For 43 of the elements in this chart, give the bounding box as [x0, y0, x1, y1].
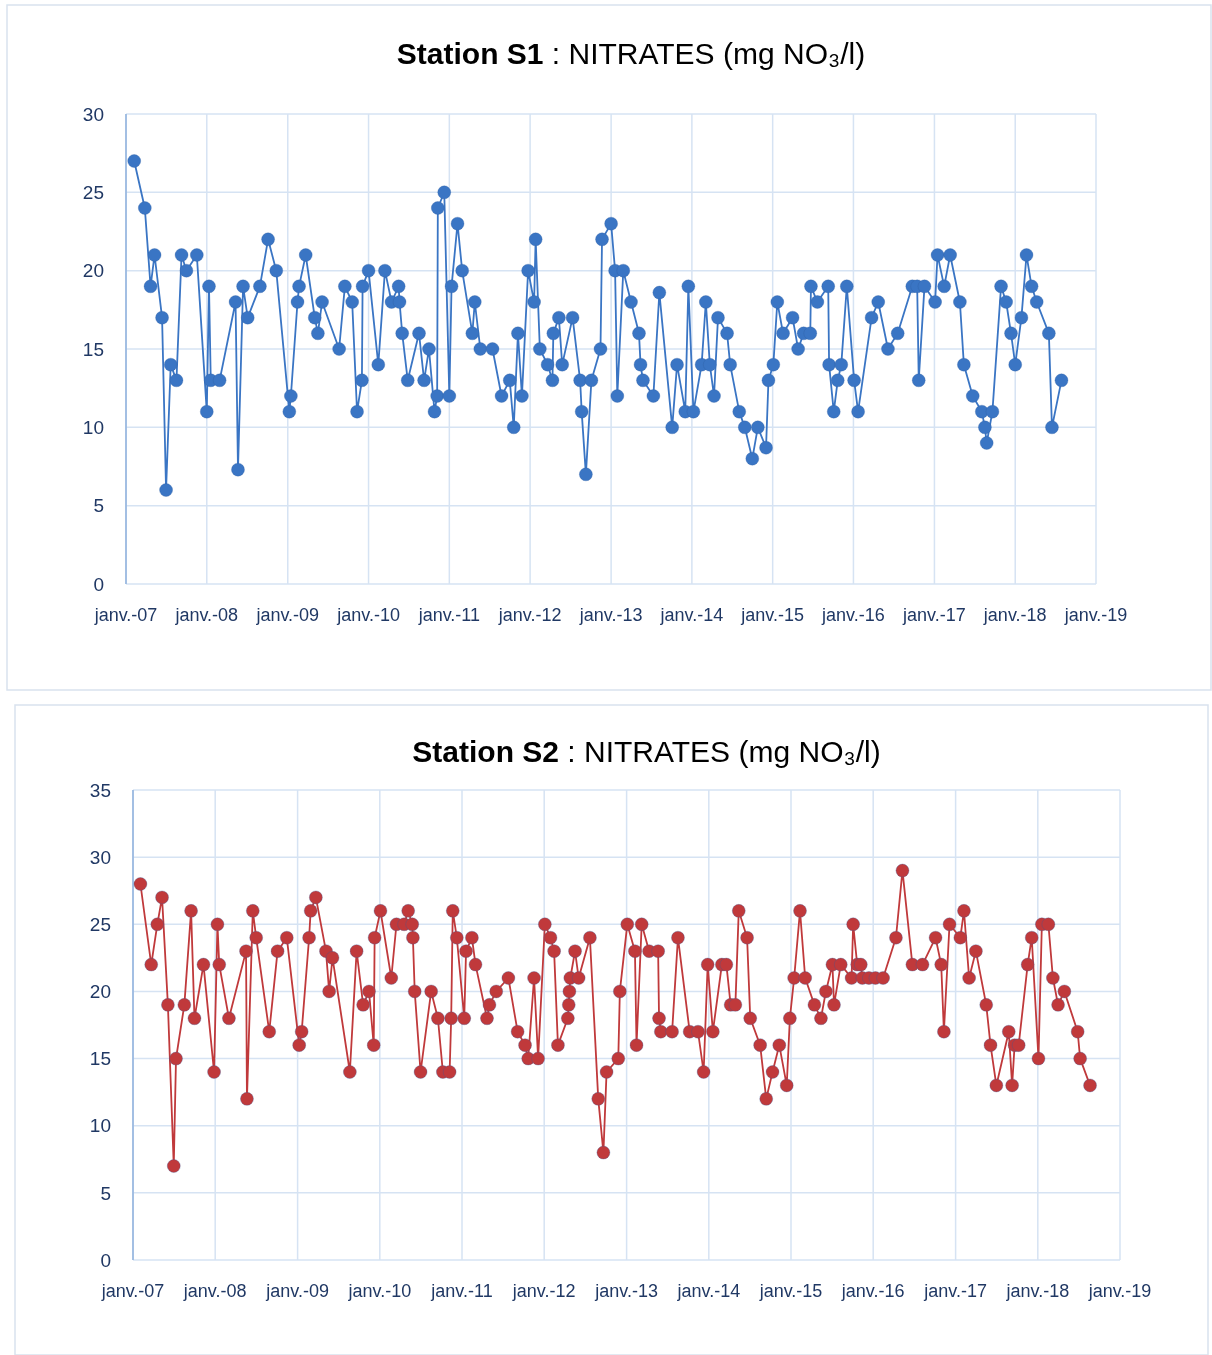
x-tick-label: janv.-12 [497, 605, 562, 625]
x-tick-label: janv.-19 [1087, 1281, 1152, 1301]
chart-title: Station S2 : NITRATES (mg NO₃/l) [412, 735, 881, 768]
x-tick-label: janv.-19 [1063, 605, 1128, 625]
x-tick-label: janv.-07 [93, 605, 158, 625]
x-tick-label: janv.-08 [174, 605, 239, 625]
y-tick-label: 20 [82, 260, 104, 282]
x-tick-label: janv.-07 [100, 1281, 165, 1301]
x-tick-label: janv.-18 [982, 605, 1047, 625]
y-tick-label: 20 [89, 981, 111, 1003]
x-tick-label: janv.-11 [417, 605, 481, 625]
x-tick-label: janv.-12 [511, 1281, 576, 1301]
y-tick-label: 25 [89, 913, 111, 935]
y-tick-label: 5 [93, 495, 104, 517]
x-tick-label: janv.-14 [676, 1281, 741, 1301]
x-tick-label: janv.-11 [430, 1281, 493, 1301]
x-tick-label: janv.-08 [182, 1281, 247, 1301]
x-tick-label: janv.-13 [594, 1281, 658, 1301]
y-tick-label: 30 [89, 846, 111, 868]
y-tick-label: 35 [89, 779, 111, 801]
y-tick-label: 15 [89, 1048, 111, 1070]
chart-title: Station S1 : NITRATES (mg NO₃/l) [396, 37, 866, 70]
x-tick-label: janv.-17 [923, 1281, 987, 1301]
x-tick-label: janv.-10 [336, 605, 400, 625]
y-tick-label: 10 [82, 416, 104, 438]
y-tick-label: 0 [100, 1249, 111, 1271]
x-tick-label: janv.-10 [347, 1281, 412, 1301]
y-tick-label: 0 [93, 573, 104, 595]
y-tick-label: 5 [100, 1182, 111, 1204]
x-tick-label: janv.-18 [1005, 1281, 1070, 1301]
x-tick-label: janv.-16 [840, 1281, 905, 1301]
y-tick-label: 10 [89, 1115, 111, 1137]
x-tick-label: janv.-09 [265, 1281, 329, 1301]
x-tick-label: janv.-15 [740, 605, 805, 625]
x-tick-label: janv.-09 [255, 605, 320, 625]
y-tick-label: 25 [82, 181, 104, 203]
x-tick-label: janv.-15 [758, 1281, 823, 1301]
y-tick-label: 15 [82, 338, 104, 360]
y-tick-label: 30 [82, 103, 104, 125]
x-tick-label: janv.-14 [659, 605, 724, 625]
x-tick-label: janv.-16 [821, 605, 885, 625]
x-tick-label: janv.-13 [578, 605, 643, 625]
x-tick-label: janv.-17 [902, 605, 966, 625]
